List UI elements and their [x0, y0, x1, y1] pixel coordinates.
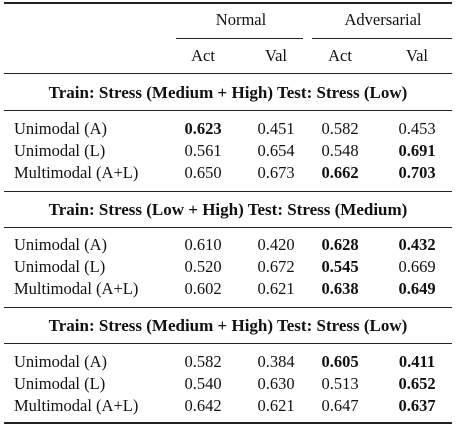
subheader-adversarial-val: Val: [406, 46, 428, 65]
cell-adversarial-act: 0.545: [321, 257, 359, 276]
section-rule: [4, 343, 452, 344]
cell-normal-val: 0.621: [257, 396, 295, 415]
section-rule: [4, 227, 452, 228]
row-label: Unimodal (L): [14, 374, 106, 393]
section-rule: [4, 307, 452, 308]
cell-normal-val: 0.672: [257, 257, 295, 276]
cell-adversarial-val: 0.703: [398, 163, 436, 182]
subheader-normal-val: Val: [265, 46, 287, 65]
row-label: Unimodal (L): [14, 257, 106, 276]
cell-adversarial-val: 0.637: [398, 396, 436, 415]
cell-normal-val: 0.621: [257, 279, 295, 298]
row-label: Multimodal (A+L): [14, 279, 139, 298]
cell-normal-act: 0.561: [184, 141, 222, 160]
cell-adversarial-act: 0.513: [321, 374, 359, 393]
cell-adversarial-act: 0.638: [321, 279, 359, 298]
row-label: Unimodal (A): [14, 119, 108, 138]
row-label: Unimodal (A): [14, 352, 108, 371]
section-rule: [4, 110, 452, 111]
row-label: Unimodal (A): [14, 235, 108, 254]
section-title: Train: Stress (Medium + High) Test: Stre…: [48, 316, 408, 335]
row-label: Unimodal (L): [14, 141, 106, 160]
cell-adversarial-act: 0.647: [321, 396, 359, 415]
cell-adversarial-val: 0.652: [398, 374, 436, 393]
cell-adversarial-act: 0.548: [321, 141, 359, 160]
cell-adversarial-val: 0.411: [398, 352, 436, 371]
cell-normal-val: 0.451: [257, 119, 295, 138]
cell-normal-act: 0.610: [184, 235, 222, 254]
cell-adversarial-val: 0.453: [398, 119, 436, 138]
subheader-adversarial-act: Act: [328, 46, 352, 65]
cell-normal-act: 0.520: [184, 257, 222, 276]
cell-normal-act: 0.540: [184, 374, 222, 393]
cell-normal-val: 0.420: [257, 235, 295, 254]
normal-cmidrule: [176, 38, 303, 39]
cell-normal-act: 0.602: [184, 279, 222, 298]
cell-normal-act: 0.642: [184, 396, 222, 415]
subheader-normal-act: Act: [191, 46, 215, 65]
bottom-rule: [4, 422, 452, 424]
header-adversarial: Adversarial: [344, 10, 422, 29]
cell-adversarial-act: 0.605: [321, 352, 359, 371]
cell-adversarial-act: 0.662: [321, 163, 359, 182]
cell-normal-val: 0.673: [257, 163, 295, 182]
cell-adversarial-act: 0.582: [321, 119, 359, 138]
section-title: Train: Stress (Low + High) Test: Stress …: [48, 200, 408, 219]
cell-adversarial-val: 0.432: [398, 235, 436, 254]
cell-adversarial-act: 0.628: [321, 235, 359, 254]
section-rule: [4, 191, 452, 192]
cell-normal-val: 0.630: [257, 374, 295, 393]
top-rule: [4, 2, 452, 4]
row-label: Multimodal (A+L): [14, 396, 139, 415]
section-title: Train: Stress (Medium + High) Test: Stre…: [48, 83, 408, 102]
cell-adversarial-val: 0.691: [398, 141, 436, 160]
cell-adversarial-val: 0.669: [398, 257, 436, 276]
adversarial-cmidrule: [312, 38, 452, 39]
cell-adversarial-val: 0.649: [398, 279, 436, 298]
cell-normal-val: 0.654: [257, 141, 295, 160]
header-rule: [4, 73, 452, 74]
cell-normal-act: 0.650: [184, 163, 222, 182]
cell-normal-val: 0.384: [257, 352, 295, 371]
header-normal: Normal: [215, 10, 267, 29]
cell-normal-act: 0.582: [184, 352, 222, 371]
cell-normal-act: 0.623: [184, 119, 222, 138]
row-label: Multimodal (A+L): [14, 163, 139, 182]
